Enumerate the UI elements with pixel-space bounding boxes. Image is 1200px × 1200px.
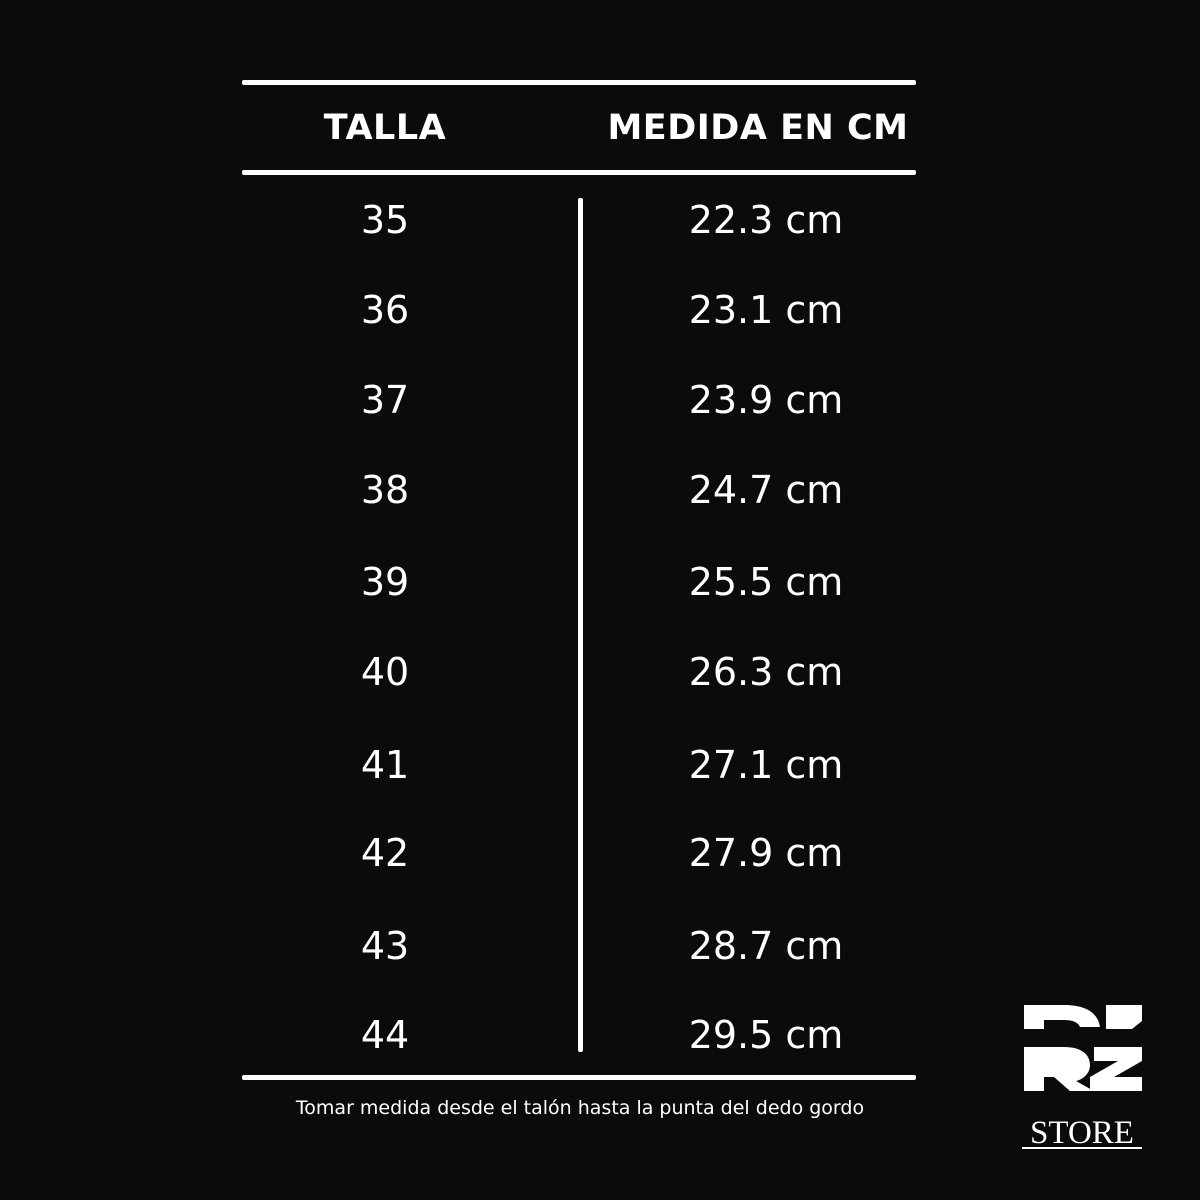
- size-cell: 41: [360, 743, 410, 787]
- measure-cell: 24.7 cm: [688, 468, 844, 512]
- measure-cell: 29.5 cm: [688, 1013, 844, 1057]
- measure-cell: 27.9 cm: [688, 831, 844, 875]
- measure-cell: 27.1 cm: [688, 743, 844, 787]
- footer-note: Tomar medida desde el talón hasta la pun…: [295, 1097, 865, 1119]
- top-divider: [242, 80, 916, 85]
- header-measure: MEDIDA EN CM: [607, 108, 909, 148]
- svg-text:STORE: STORE: [1030, 1115, 1134, 1151]
- bottom-divider: [242, 1075, 916, 1080]
- size-cell: 44: [360, 1013, 410, 1057]
- size-cell: 35: [360, 198, 410, 242]
- size-cell: 42: [360, 831, 410, 875]
- measure-cell: 23.1 cm: [688, 288, 844, 332]
- measure-cell: 26.3 cm: [688, 650, 844, 694]
- header-size: TALLA: [323, 108, 447, 148]
- size-cell: 43: [360, 924, 410, 968]
- measure-cell: 25.5 cm: [688, 560, 844, 604]
- header-divider: [242, 170, 916, 175]
- column-divider: [578, 198, 583, 1052]
- measure-cell: 22.3 cm: [688, 198, 844, 242]
- size-cell: 38: [360, 468, 410, 512]
- measure-cell: 23.9 cm: [688, 378, 844, 422]
- store-logo: STORE: [1022, 1005, 1142, 1151]
- size-cell: 36: [360, 288, 410, 332]
- size-cell: 39: [360, 560, 410, 604]
- size-cell: 37: [360, 378, 410, 422]
- measure-cell: 28.7 cm: [688, 924, 844, 968]
- size-cell: 40: [360, 650, 410, 694]
